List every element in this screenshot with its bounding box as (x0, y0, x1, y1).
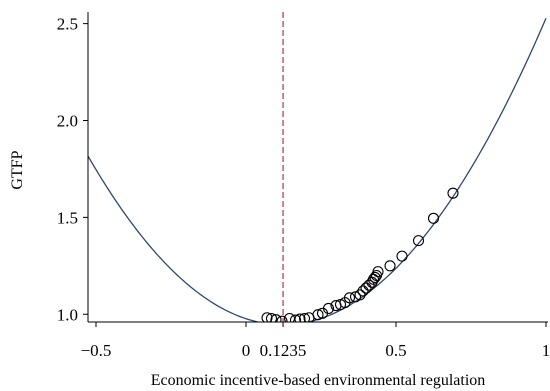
data-point (396, 250, 408, 262)
y-tick-label: 1.0 (57, 305, 78, 324)
x-tick-label: −0.5 (81, 341, 112, 360)
data-point (289, 314, 302, 322)
data-point (447, 187, 459, 199)
data-point (322, 302, 335, 314)
fitted-curve (88, 17, 547, 322)
data-point (427, 212, 440, 224)
data-point (360, 282, 372, 294)
data-point (372, 266, 384, 278)
data-point (261, 312, 273, 322)
y-axis-title: GTFP (9, 150, 26, 189)
data-point (270, 314, 282, 322)
data-point (412, 235, 425, 247)
data-point (298, 312, 311, 322)
data-point (276, 315, 288, 322)
plot-area (88, 12, 547, 322)
x-tick-label: 0.1235 (260, 341, 307, 360)
data-point (312, 309, 324, 321)
data-point (343, 292, 356, 304)
x-axis-title: Economic incentive-based environmental r… (151, 372, 486, 389)
data-point (294, 313, 306, 322)
data-point (354, 289, 366, 301)
data-point (357, 285, 369, 297)
y-tick-label: 2.0 (57, 112, 78, 131)
y-tick-label: 1.5 (57, 208, 78, 227)
data-point (369, 271, 381, 283)
data-point (265, 312, 278, 322)
x-tick-label: 0 (242, 341, 251, 360)
ticks: −0.5 0 0.1235 0.5 1 1.0 1.5 2.0 2.5 (57, 15, 550, 360)
y-tick-label: 2.5 (57, 15, 78, 34)
x-tick-label: 0.5 (385, 341, 406, 360)
axes (87, 12, 548, 323)
data-point (384, 260, 396, 272)
x-tick-label: 1 (542, 341, 550, 360)
